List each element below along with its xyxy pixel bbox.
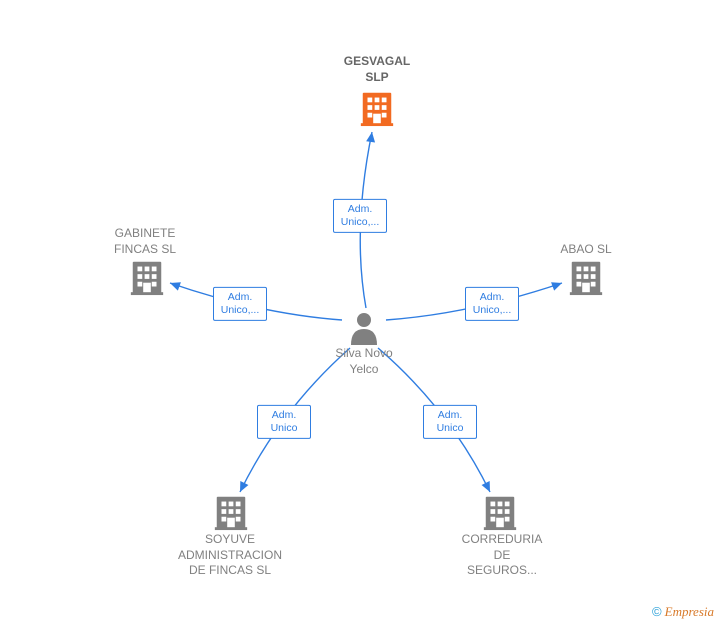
node-label: SOYUVE ADMINISTRACION DE FINCAS SL bbox=[178, 532, 282, 579]
person-icon[interactable] bbox=[349, 311, 379, 345]
edge-badge[interactable]: Adm. Unico bbox=[257, 405, 311, 439]
edge-badge[interactable]: Adm. Unico,... bbox=[333, 199, 387, 233]
building-icon[interactable] bbox=[214, 493, 248, 531]
watermark-brand: Empresia bbox=[665, 604, 714, 619]
center-node-label: Silva Novo Yelco bbox=[335, 346, 392, 377]
edge-badge[interactable]: Adm. Unico bbox=[423, 405, 477, 439]
building-icon[interactable] bbox=[130, 258, 164, 296]
building-icon[interactable] bbox=[569, 258, 603, 296]
copyright-glyph: © bbox=[652, 604, 662, 619]
edge-badge[interactable]: Adm. Unico,... bbox=[213, 287, 267, 321]
node-label: GABINETE FINCAS SL bbox=[114, 226, 176, 257]
building-icon[interactable] bbox=[360, 89, 394, 127]
building-icon[interactable] bbox=[483, 493, 517, 531]
node-label: ABAO SL bbox=[560, 242, 611, 258]
watermark: ©Empresia bbox=[652, 604, 714, 620]
node-label: GESVAGAL SLP bbox=[344, 54, 410, 85]
edge-badge[interactable]: Adm. Unico,... bbox=[465, 287, 519, 321]
node-label: CORREDURIA DE SEGUROS... bbox=[462, 532, 543, 579]
